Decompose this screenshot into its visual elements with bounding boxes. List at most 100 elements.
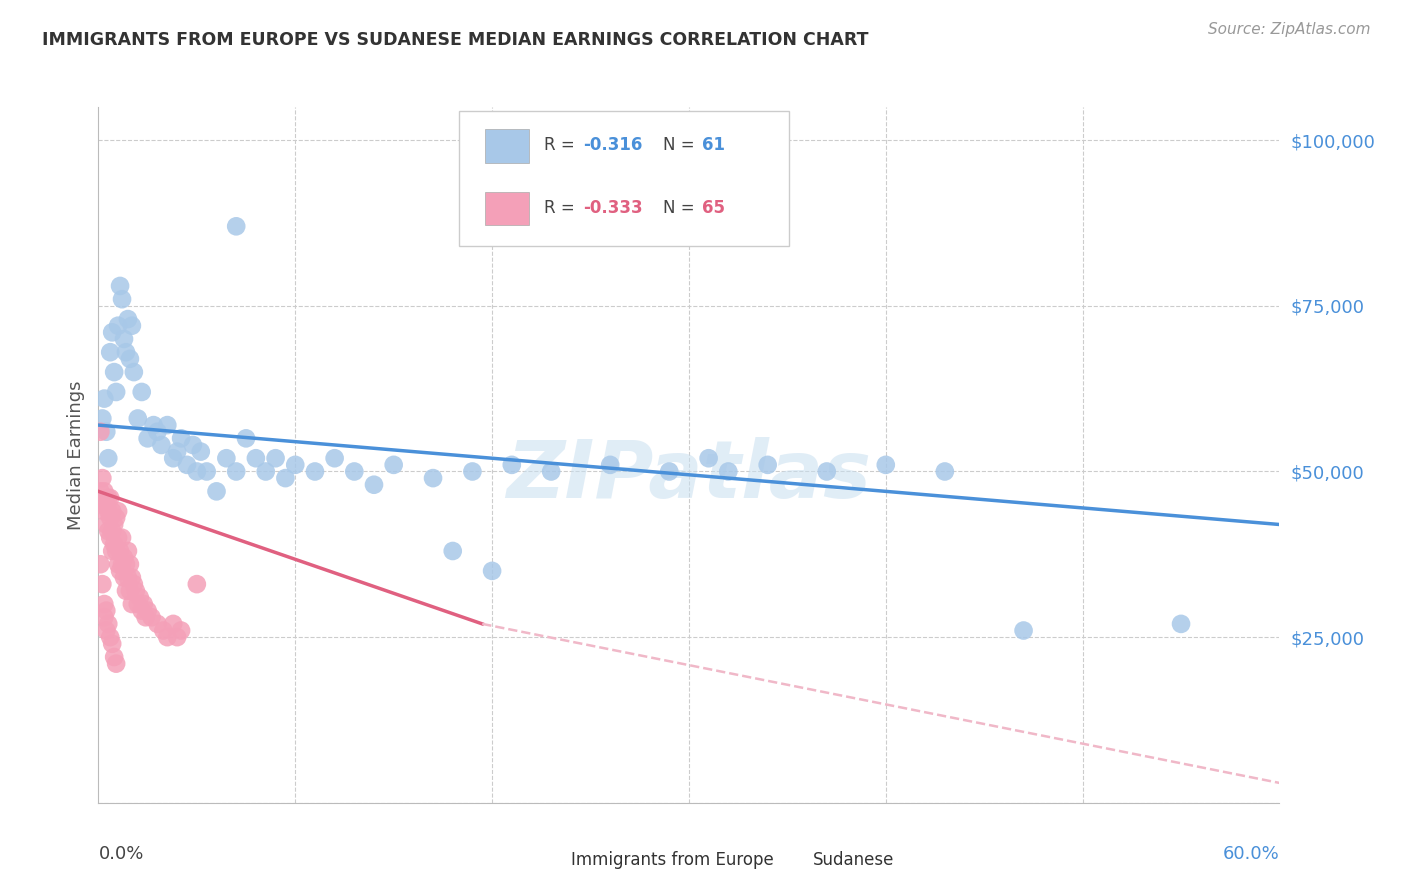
Point [186, 577, 208, 591]
Point [89, 425, 111, 439]
FancyBboxPatch shape [485, 192, 530, 226]
Text: 61: 61 [702, 136, 725, 154]
Point [96, 498, 118, 512]
Point [93, 484, 115, 499]
Point [128, 591, 150, 605]
Point [131, 384, 153, 399]
Point [118, 558, 141, 572]
Text: -0.316: -0.316 [582, 136, 643, 154]
Point [101, 524, 124, 538]
Point [215, 451, 238, 466]
Point [205, 484, 228, 499]
Point [156, 418, 179, 433]
Point [176, 458, 198, 472]
Point [93, 597, 115, 611]
Point [170, 624, 193, 638]
Point [105, 657, 128, 671]
Point [118, 583, 141, 598]
Point [91, 411, 114, 425]
Point [245, 451, 267, 466]
Point [363, 477, 385, 491]
Point [540, 465, 562, 479]
Point [105, 511, 128, 525]
Point [235, 431, 257, 445]
Point [142, 418, 165, 433]
Point [103, 365, 125, 379]
Text: ZIPatlas: ZIPatlas [506, 437, 872, 515]
Point [190, 444, 212, 458]
Point [461, 465, 484, 479]
Point [89, 484, 111, 499]
Point [93, 392, 115, 406]
FancyBboxPatch shape [766, 849, 803, 871]
Point [181, 438, 204, 452]
Point [186, 465, 208, 479]
Point [115, 558, 138, 572]
Point [97, 451, 120, 466]
Point [195, 465, 218, 479]
Point [111, 531, 134, 545]
Point [112, 570, 135, 584]
Point [121, 318, 143, 333]
Text: R =: R = [544, 199, 579, 217]
Point [756, 458, 779, 472]
Point [89, 558, 111, 572]
Point [97, 491, 120, 505]
Point [343, 465, 366, 479]
Point [815, 465, 838, 479]
Point [115, 583, 138, 598]
Text: -0.333: -0.333 [582, 199, 643, 217]
Point [98, 531, 121, 545]
Point [382, 458, 405, 472]
Point [166, 444, 188, 458]
Point [422, 471, 444, 485]
Point [264, 451, 287, 466]
Point [91, 471, 114, 485]
Point [146, 425, 169, 439]
Point [117, 570, 139, 584]
Point [875, 458, 897, 472]
Point [125, 583, 148, 598]
Text: IMMIGRANTS FROM EUROPE VS SUDANESE MEDIAN EARNINGS CORRELATION CHART: IMMIGRANTS FROM EUROPE VS SUDANESE MEDIA… [42, 31, 869, 49]
Point [107, 558, 129, 572]
Point [101, 544, 124, 558]
Text: N =: N = [664, 136, 700, 154]
Point [441, 544, 464, 558]
Point [107, 531, 129, 545]
Point [107, 318, 129, 333]
Point [93, 610, 115, 624]
Text: 60.0%: 60.0% [1223, 845, 1279, 863]
FancyBboxPatch shape [485, 129, 530, 162]
Y-axis label: Median Earnings: Median Earnings [66, 380, 84, 530]
Point [108, 279, 131, 293]
Text: N =: N = [664, 199, 700, 217]
Point [127, 597, 149, 611]
Point [152, 624, 174, 638]
Text: 65: 65 [702, 199, 725, 217]
Text: Sudanese: Sudanese [813, 851, 894, 869]
Point [111, 292, 134, 306]
Point [117, 544, 139, 558]
Point [156, 630, 179, 644]
Point [284, 458, 307, 472]
Point [697, 451, 720, 466]
Point [121, 597, 143, 611]
Point [103, 517, 125, 532]
Point [115, 345, 138, 359]
Point [717, 465, 740, 479]
Point [274, 471, 297, 485]
Point [112, 550, 135, 565]
Point [1170, 616, 1192, 631]
Point [136, 431, 159, 445]
Point [121, 570, 143, 584]
Point [1012, 624, 1035, 638]
Point [225, 219, 247, 234]
Point [96, 604, 118, 618]
Point [323, 451, 346, 466]
Text: 0.0%: 0.0% [98, 845, 143, 863]
Point [131, 604, 153, 618]
Point [934, 465, 956, 479]
Point [658, 465, 681, 479]
Point [103, 537, 125, 551]
Point [93, 504, 115, 518]
